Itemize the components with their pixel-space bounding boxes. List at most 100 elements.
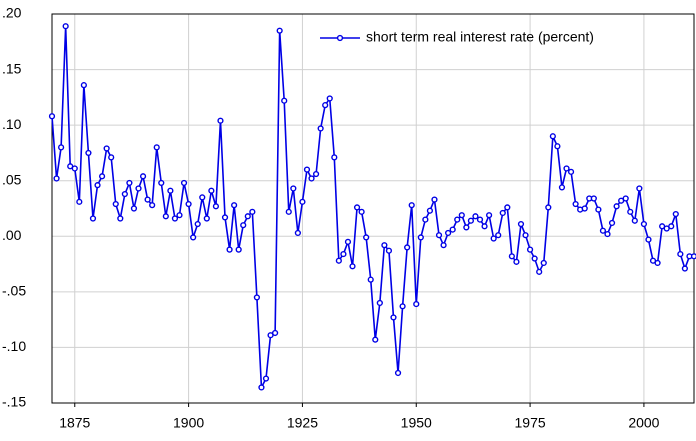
data-point xyxy=(290,185,297,192)
data-point xyxy=(367,276,374,283)
data-point xyxy=(217,117,224,124)
data-point xyxy=(422,216,429,223)
data-point xyxy=(176,212,183,219)
data-point xyxy=(221,214,229,221)
data-point xyxy=(536,268,543,275)
data-point xyxy=(317,125,324,132)
data-point xyxy=(454,216,461,223)
data-point xyxy=(490,235,497,242)
data-point xyxy=(180,179,188,187)
data-point xyxy=(249,208,256,215)
data-point xyxy=(549,133,556,140)
data-point xyxy=(476,216,484,223)
data-point xyxy=(62,23,69,30)
data-point xyxy=(121,190,128,198)
data-point xyxy=(486,212,493,219)
data-point xyxy=(312,170,320,178)
data-point xyxy=(413,300,420,308)
data-point xyxy=(690,253,696,260)
data-point xyxy=(445,229,452,237)
data-point xyxy=(149,202,156,209)
data-point xyxy=(335,257,342,264)
data-point xyxy=(458,212,465,219)
data-point xyxy=(372,336,379,343)
data-point xyxy=(399,303,406,310)
data-point xyxy=(98,173,106,180)
data-point xyxy=(590,195,597,202)
data-point xyxy=(76,198,83,205)
data-point xyxy=(554,143,561,150)
data-point xyxy=(167,187,174,194)
data-point xyxy=(435,232,443,239)
data-point xyxy=(440,242,447,249)
data-point xyxy=(89,215,97,222)
data-point xyxy=(117,215,124,222)
data-point xyxy=(308,175,315,182)
data-point xyxy=(158,179,165,187)
data-point xyxy=(599,227,607,234)
data-point xyxy=(558,184,566,191)
data-point xyxy=(681,265,688,272)
data-point xyxy=(581,205,588,212)
data-point xyxy=(199,194,206,201)
data-point xyxy=(253,294,260,301)
data-point xyxy=(353,204,361,211)
data-point xyxy=(645,236,652,243)
x-tick-label: 1900 xyxy=(173,415,204,431)
y-tick-label: .15 xyxy=(2,60,22,76)
data-point xyxy=(513,258,520,265)
data-point xyxy=(281,97,288,104)
data-point xyxy=(153,144,160,151)
data-point xyxy=(627,208,634,215)
data-point xyxy=(567,168,575,175)
data-point xyxy=(326,95,333,102)
x-tick-label: 1975 xyxy=(515,415,546,431)
data-point xyxy=(385,247,393,254)
data-point xyxy=(526,246,534,253)
data-point xyxy=(481,223,488,230)
data-point xyxy=(190,234,197,241)
data-point xyxy=(244,213,251,220)
data-point xyxy=(294,229,301,237)
series xyxy=(48,23,696,391)
data-point xyxy=(139,173,147,180)
data-point xyxy=(48,113,56,120)
data-point xyxy=(531,255,538,262)
data-point xyxy=(394,369,402,377)
data-point xyxy=(322,102,329,109)
data-point xyxy=(208,187,215,194)
y-tick-label: -.10 xyxy=(2,338,26,354)
legend-label: short term real interest rate (percent) xyxy=(366,29,594,45)
data-point xyxy=(636,185,643,192)
data-point xyxy=(258,384,265,391)
data-point xyxy=(376,299,383,307)
data-point xyxy=(231,202,238,209)
y-tick-label: .10 xyxy=(2,116,22,132)
data-point xyxy=(226,246,233,253)
y-tick-label: .05 xyxy=(2,171,22,187)
data-point xyxy=(417,234,424,241)
data-point xyxy=(504,204,511,211)
data-point xyxy=(144,196,151,203)
data-point xyxy=(203,215,210,222)
data-point xyxy=(390,314,397,321)
x-tick-label: 1950 xyxy=(401,415,432,431)
data-point xyxy=(162,213,169,220)
data-point xyxy=(572,200,579,208)
data-point xyxy=(631,217,638,224)
data-point xyxy=(668,223,675,230)
data-point xyxy=(499,209,506,217)
data-point xyxy=(185,200,192,208)
data-point xyxy=(472,213,479,220)
data-point xyxy=(672,210,679,218)
data-point xyxy=(426,207,434,214)
y-tick-label: .00 xyxy=(2,227,22,243)
data-point xyxy=(94,182,101,189)
data-point xyxy=(285,208,292,215)
data-point xyxy=(622,195,629,202)
data-line xyxy=(51,26,694,391)
data-point xyxy=(463,224,470,231)
data-point xyxy=(517,220,525,228)
data-point xyxy=(381,242,388,249)
data-point xyxy=(654,259,661,267)
